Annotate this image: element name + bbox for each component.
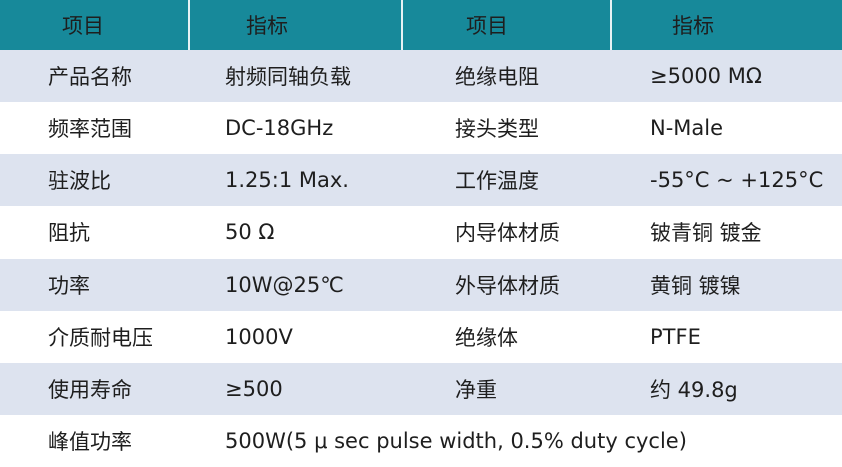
header-cell: 项目 [0,0,190,50]
table-cell: 介质耐电压 [48,325,153,350]
table-cell: 约 49.8g [650,377,738,402]
table-cell: 阻抗 [48,221,90,246]
table-cell: -55°C ~ +125°C [650,168,824,193]
table-cell: 使用寿命 [48,377,132,402]
table-cell: 1.25:1 Max. [225,168,349,193]
table-cell: 50 Ω [225,220,275,245]
table-cell: 接头类型 [455,117,539,142]
table-cell: 500W(5 μ sec pulse width, 0.5% duty cycl… [225,428,687,453]
table-row: 频率范围 DC-18GHz 接头类型 N-Male [0,102,842,154]
table-cell: ≥5000 MΩ [650,64,762,89]
table-cell: ≥500 [225,376,283,401]
table-row: 驻波比 1.25:1 Max. 工作温度 -55°C ~ +125°C [0,154,842,207]
header-cell: 指标 [672,14,714,38]
table-row: 使用寿命 ≥500 净重 约 49.8g [0,362,842,415]
table-cell: 铍青铜 镀金 [650,221,762,246]
table-cell: 峰值功率 [48,429,132,454]
header-cell: 指标 [190,0,403,50]
table-cell: PTFE [650,324,701,349]
table-cell: 产品名称 [48,65,132,90]
table-cell: 内导体材质 [455,221,560,246]
table-cell: 1000V [225,324,293,349]
table-cell: N-Male [650,116,724,141]
table-cell: 净重 [455,377,497,402]
table-cell: DC-18GHz [225,116,334,141]
table-cell: 工作温度 [455,169,539,194]
table-row: 产品名称 射频同轴负载 绝缘电阻 ≥5000 MΩ [0,50,842,103]
table-cell: 功率 [48,273,90,298]
table-cell: 绝缘电阻 [455,65,539,90]
header-cell: 项目 [403,0,612,50]
table-cell: 射频同轴负载 [225,65,351,90]
table-cell: 频率范围 [48,117,132,142]
table-row: 功率 10W@25℃ 外导体材质 黄铜 镀镍 [0,258,842,311]
table-cell: 外导体材质 [455,273,560,298]
table-row: 峰值功率 500W(5 μ sec pulse width, 0.5% duty … [0,415,842,467]
table-row: 阻抗 50 Ω 内导体材质 铍青铜 镀金 [0,206,842,258]
table-row: 介质耐电压 1000V 绝缘体 PTFE [0,311,842,363]
table-cell: 绝缘体 [455,325,518,350]
table-cell: 驻波比 [48,169,111,194]
table-cell: 黄铜 镀镍 [650,273,741,298]
table-cell: 10W@25℃ [225,272,344,297]
header-row: 项目 指标 项目 指标 [0,0,842,50]
